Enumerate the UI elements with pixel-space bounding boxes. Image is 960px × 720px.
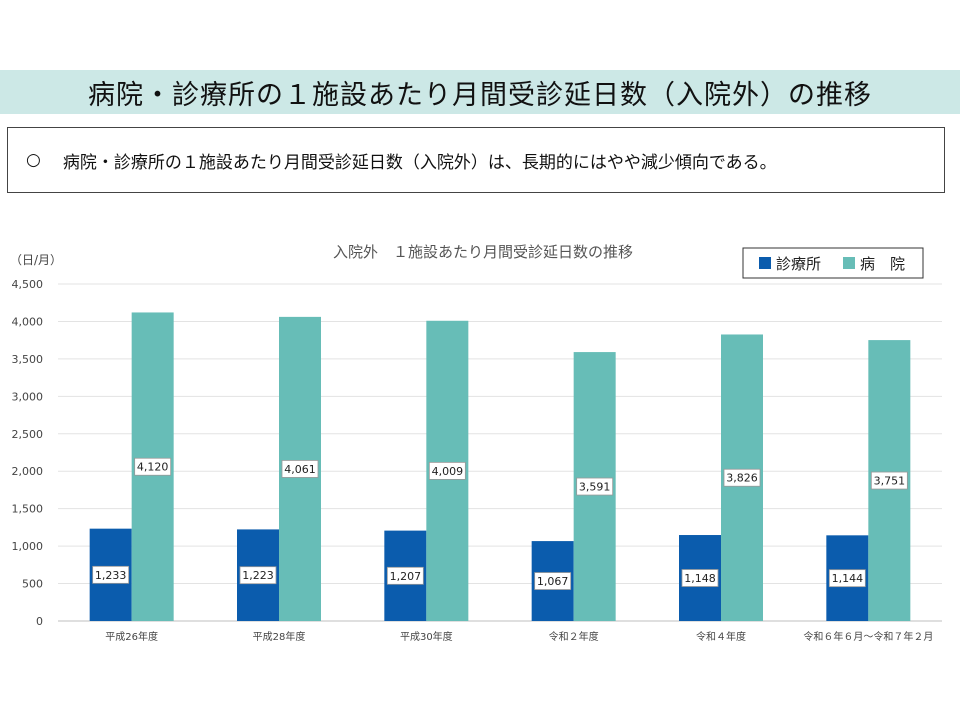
legend: 診療所 病 院	[742, 247, 924, 279]
data-label-box	[870, 471, 908, 490]
y-tick-label: 500	[22, 578, 43, 591]
data-label: 1,144	[832, 572, 864, 585]
legend-box	[742, 247, 924, 279]
data-label: 1,233	[95, 569, 127, 582]
data-label-box	[134, 457, 172, 476]
chart-title: 入院外 １施設あたり月間受診延日数の推移	[333, 243, 633, 261]
bar-chart: 入院外 １施設あたり月間受診延日数の推移 （日/月） 診療所 病 院 0 500 1…	[10, 243, 942, 643]
x-category-label: 平成26年度	[105, 630, 158, 643]
data-label-box	[386, 566, 424, 585]
gridlines	[58, 283, 942, 622]
y-tick-label: 0	[36, 615, 43, 628]
data-label: 3,751	[874, 475, 906, 488]
title-band: 病院・診療所の１施設あたり月間受診延日数（入院外）の推移	[0, 70, 960, 114]
y-tick-label: 3,000	[12, 390, 44, 403]
y-tick-label: 4,500	[12, 278, 44, 291]
page-title: 病院・診療所の１施設あたり月間受診延日数（入院外）の推移	[88, 79, 872, 111]
data-label: 1,067	[537, 575, 569, 588]
x-category-label: 令和６年６月～令和７年２月	[803, 630, 933, 643]
summary-bullet: ○	[26, 150, 41, 170]
y-axis-label: （日/月）	[10, 253, 62, 267]
y-tick-label: 2,000	[12, 465, 44, 478]
data-label: 1,223	[242, 569, 274, 582]
legend-swatch-clinic	[759, 257, 771, 269]
x-category-label: 令和４年度	[696, 630, 746, 643]
data-label-box	[281, 460, 319, 478]
data-label: 1,148	[684, 572, 716, 585]
data-label-box	[239, 566, 277, 585]
y-tick-label: 1,500	[12, 503, 44, 516]
data-label-box	[828, 569, 866, 588]
y-axis-ticks: 0 500 1,000 1,500 2,000 2,500 3,000 3,500 4,000 4…	[12, 278, 44, 628]
legend-swatch-hospital	[843, 257, 855, 269]
data-label-box	[723, 468, 761, 487]
summary-box: ○ 病院・診療所の１施設あたり月間受診延日数（入院外）は、長期的にはやや減少傾向…	[7, 127, 945, 193]
data-label: 1,207	[390, 570, 422, 583]
data-label-box	[428, 461, 466, 480]
legend-label-clinic: 診療所	[776, 255, 821, 273]
data-label-box	[576, 477, 614, 496]
y-tick-label: 2,500	[12, 428, 44, 441]
bars: 1,233 4,120 1,223 4,061 1,207 4,009 1,067 3,591…	[89, 312, 911, 621]
data-label-box	[534, 572, 572, 590]
data-label: 3,826	[726, 472, 758, 485]
x-axis-labels: 平成26年度 平成28年度 平成30年度 令和２年度 令和４年度 令和６年６月～令和７年２…	[105, 630, 933, 643]
y-tick-label: 1,000	[12, 540, 44, 553]
x-category-label: 令和２年度	[549, 630, 599, 643]
data-label-box	[681, 569, 719, 587]
legend-label-hospital: 病 院	[860, 255, 905, 273]
data-label: 4,009	[432, 465, 464, 478]
y-tick-label: 3,500	[12, 353, 44, 366]
data-label: 4,120	[137, 461, 169, 474]
summary-text: 病院・診療所の１施設あたり月間受診延日数（入院外）は、長期的にはやや減少傾向であ…	[62, 152, 777, 173]
x-category-label: 平成28年度	[253, 630, 306, 643]
data-label: 3,591	[579, 481, 611, 494]
data-label: 4,061	[284, 463, 316, 476]
y-tick-label: 4,000	[12, 315, 44, 328]
x-category-label: 平成30年度	[400, 630, 453, 643]
data-label-box	[92, 565, 130, 584]
